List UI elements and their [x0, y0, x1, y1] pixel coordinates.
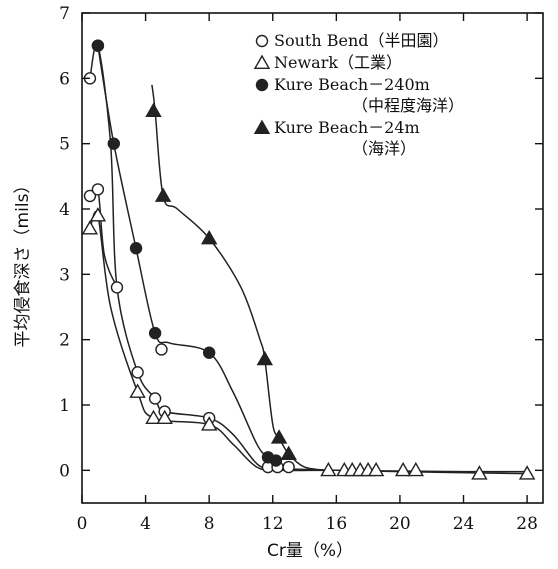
- series-2-point-15: [471, 465, 488, 480]
- series-2-point-14: [407, 461, 425, 477]
- x-tick-label: 16: [326, 514, 348, 534]
- series-4-point-3: [200, 229, 218, 245]
- legend-label-3: Kure Beach－240m: [274, 75, 430, 94]
- y-tick-label: 4: [59, 200, 70, 220]
- series-1-point-7: [148, 392, 162, 405]
- x-axis-title: Cr量（%）: [267, 541, 353, 561]
- series-3-point-2: [107, 137, 120, 150]
- series-3-point-1: [91, 39, 105, 52]
- series-2-point-12: [367, 461, 385, 477]
- series-2-point-2: [89, 207, 107, 222]
- y-tick-label: 3: [59, 265, 70, 285]
- x-tick-label: 12: [262, 514, 284, 534]
- series-1-point-8: [155, 343, 168, 356]
- legend-label-4-sub: （海洋）: [352, 139, 416, 158]
- legend-marker-2: [253, 54, 271, 70]
- series-2-point-5: [156, 409, 173, 424]
- series-3-curve-1: [97, 45, 305, 472]
- y-tick-label: 6: [59, 69, 70, 89]
- axis-ticks: [81, 12, 543, 503]
- series-3-point-7: [269, 454, 283, 467]
- series-4-point-2: [154, 187, 172, 202]
- series-2-point-4: [145, 409, 162, 424]
- y-tick-label: 0: [59, 461, 70, 481]
- plot-frame: [81, 12, 544, 504]
- series-1-point-4: [91, 183, 105, 196]
- series-markers: [81, 39, 536, 480]
- y-axis-title: 平均侵食深さ（mils）: [13, 177, 33, 348]
- series-2-point-13: [394, 461, 412, 477]
- x-tick-label: 24: [453, 514, 475, 534]
- series-2-point-6: [200, 416, 218, 431]
- series-2-point-3: [129, 383, 146, 398]
- series-3-point-3: [129, 241, 143, 255]
- y-tick-label: 7: [59, 4, 70, 24]
- series-4-point-1: [145, 102, 162, 118]
- legend-marker-1: [255, 34, 269, 48]
- series-2-point-16: [518, 465, 536, 480]
- legend-label-3-sub: （中程度海洋）: [352, 96, 464, 115]
- legend-label-1: South Bend（半田園）: [274, 31, 449, 50]
- series-1-point-2: [83, 189, 97, 203]
- series-3-point-4: [148, 326, 162, 340]
- y-tick-label: 5: [59, 135, 70, 155]
- series-4-point-5: [270, 429, 288, 444]
- series-2-point-7: [320, 461, 337, 477]
- x-tick-label: 20: [389, 514, 411, 534]
- series-1-point-6: [131, 366, 144, 379]
- legend-marker-3: [255, 78, 269, 92]
- x-tick-label: 4: [140, 514, 151, 534]
- series-2-curve-1: [89, 211, 528, 475]
- series-4-point-4: [256, 350, 274, 366]
- plot-border: [81, 12, 544, 504]
- series-1-point-5: [110, 281, 124, 294]
- series-3-point-5: [202, 346, 216, 359]
- series-2-point-1: [81, 220, 99, 235]
- legend-marker-4: [253, 119, 271, 135]
- series-4-curve-1: [151, 84, 329, 472]
- x-tick-label: 8: [204, 514, 215, 534]
- legend-label-4: Kure Beach－24m: [274, 118, 420, 137]
- series-1-point-13: [282, 460, 295, 474]
- series-4-point-6: [280, 445, 297, 460]
- x-tick-label: 28: [516, 514, 538, 534]
- legend-label-2: Newark（工業）: [274, 53, 402, 72]
- y-tick-label: 1: [59, 396, 70, 416]
- y-tick-label: 2: [59, 331, 70, 351]
- legend: South Bend（半田園） Newark（工業） Kure Beach－240m…: [253, 31, 464, 158]
- x-tick-label: 0: [77, 514, 88, 534]
